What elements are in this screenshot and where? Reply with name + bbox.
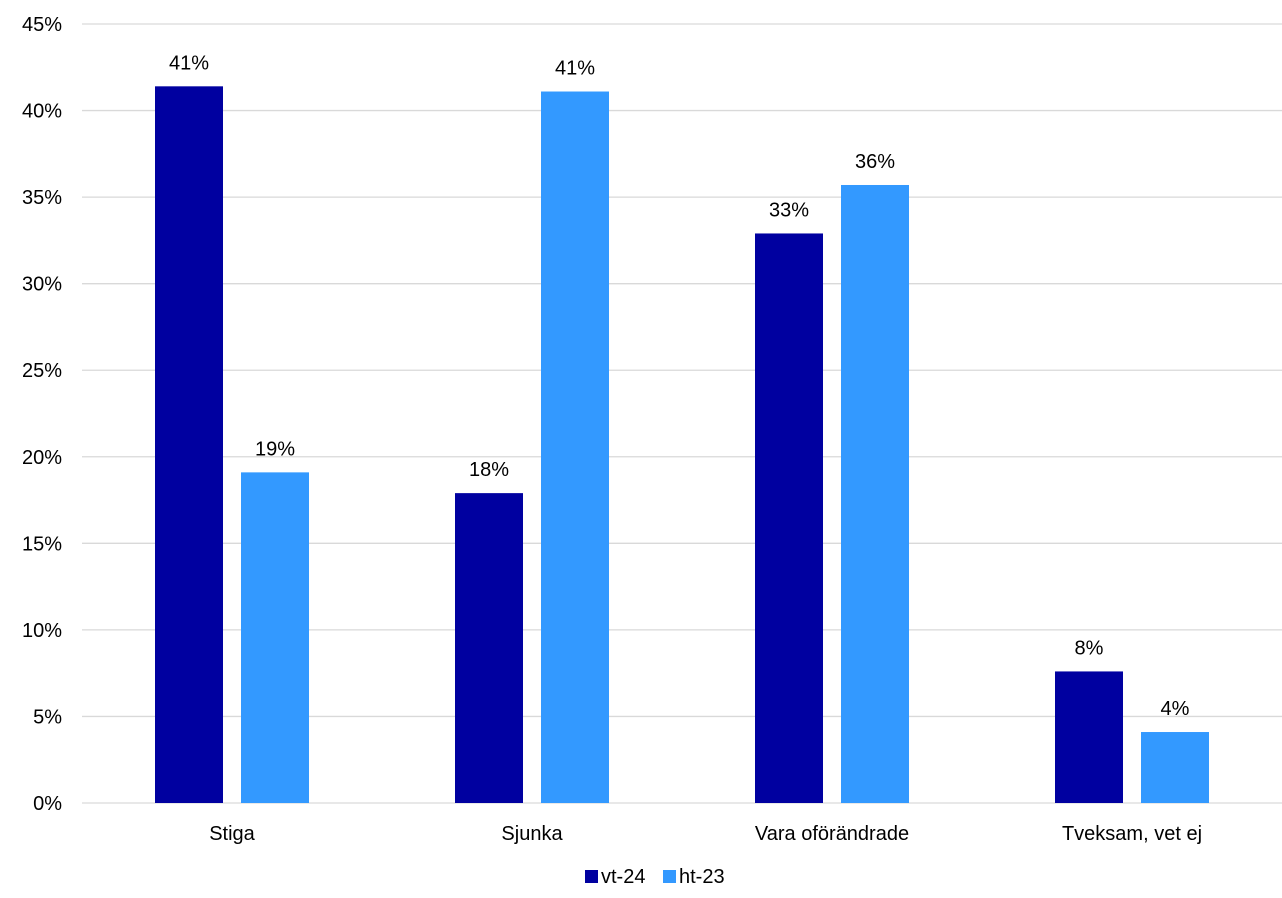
legend-swatch-vt-24: [585, 870, 598, 883]
x-tick-label: Tveksam, vet ej: [1062, 823, 1202, 845]
data-label: 41%: [169, 52, 209, 74]
y-axis-tick-labels: 0% 5% 10% 15% 20% 25% 30% 35% 40% 45%: [22, 14, 62, 815]
y-tick-label: 20%: [22, 447, 62, 469]
data-label: 41%: [555, 58, 595, 80]
data-label: 18%: [469, 459, 509, 481]
data-labels: 41% 19% 18% 41% 33% 36% 8% 4%: [169, 52, 1190, 720]
bar-vt-24: [155, 86, 223, 803]
bar-vt-24: [1055, 671, 1123, 803]
data-label: 8%: [1075, 637, 1104, 659]
y-tick-label: 45%: [22, 14, 62, 36]
legend-swatch-ht-23: [663, 870, 676, 883]
data-label: 19%: [255, 438, 295, 460]
y-tick-label: 5%: [33, 706, 62, 728]
data-label: 36%: [855, 151, 895, 173]
y-tick-label: 0%: [33, 793, 62, 815]
bar-ht-23: [541, 91, 609, 804]
data-label: 33%: [769, 199, 809, 221]
x-axis-tick-labels: Stiga Sjunka Vara oförändrade Tveksam, vet …: [209, 823, 1202, 845]
x-tick-label: Stiga: [209, 823, 255, 845]
bars: [155, 86, 1209, 804]
y-tick-label: 10%: [22, 620, 62, 642]
y-tick-label: 30%: [22, 274, 62, 296]
x-tick-label: Vara oförändrade: [755, 823, 909, 845]
bar-ht-23: [841, 184, 909, 803]
y-tick-label: 25%: [22, 360, 62, 382]
bar-vt-24: [455, 493, 523, 803]
legend-label: ht-23: [679, 866, 725, 888]
data-label: 4%: [1161, 698, 1190, 720]
bar-vt-24: [755, 233, 823, 803]
y-tick-label: 35%: [22, 187, 62, 209]
legend-label: vt-24: [601, 866, 645, 888]
x-tick-label: Sjunka: [501, 823, 563, 845]
bar-ht-23: [241, 472, 309, 803]
y-tick-label: 40%: [22, 101, 62, 123]
bar-ht-23: [1141, 732, 1209, 803]
y-tick-label: 15%: [22, 533, 62, 555]
legend: vt-24 ht-23: [585, 866, 725, 888]
